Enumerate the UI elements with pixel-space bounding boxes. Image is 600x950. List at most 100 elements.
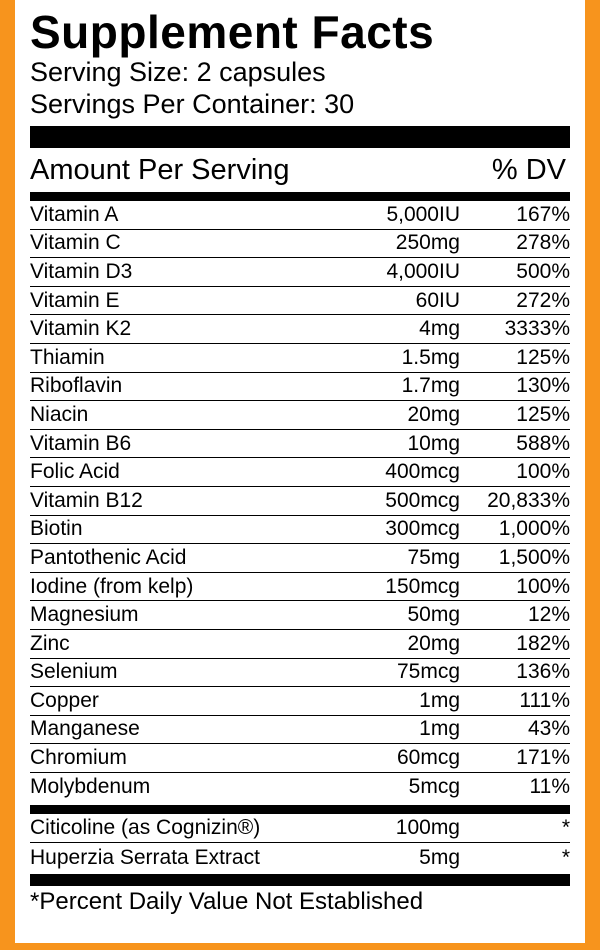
nutrient-name: Iodine (from kelp) [30,574,194,598]
nutrient-dv: 171% [516,746,570,770]
nutrient-name: Manganese [30,717,140,741]
nutrient-dv: 182% [516,631,570,655]
nutrient-dv: 125% [516,402,570,426]
nutrient-name: Niacin [30,402,89,426]
nutrient-row: Molybdenum 5mcg 11% [30,773,570,802]
nutrient-dv: 136% [516,660,570,684]
nutrient-name: Chromium [30,746,127,770]
nutrient-amount: 75mcg [396,660,460,684]
ingredient-row: Citicoline (as Cognizin®) 100mg * [30,814,570,844]
nutrient-name: Vitamin B6 [30,431,132,455]
other-ingredient-list: Citicoline (as Cognizin®) 100mg * Huperzia … [30,814,570,872]
nutrient-dv: 588% [516,431,570,455]
nutrient-amount: 75mg [407,545,460,569]
column-header: Amount Per Serving % DV [30,148,570,201]
nutrient-dv: 130% [516,374,570,398]
nutrient-name: Pantothenic Acid [30,545,187,569]
nutrient-amount: 60IU [415,288,460,312]
nutrient-row: Vitamin C 250mg 278% [30,230,570,259]
nutrient-row: Copper 1mg 111% [30,687,570,716]
bottom-divider [30,874,570,887]
nutrient-name: Zinc [30,631,70,655]
nutrient-row: Niacin 20mg 125% [30,401,570,430]
nutrient-row: Biotin 300mcg 1,000% [30,516,570,545]
nutrient-dv: 100% [516,574,570,598]
nutrient-amount: 50mg [407,603,460,627]
label-title: Supplement Facts [30,6,435,58]
nutrient-name: Huperzia Serrata Extract [30,845,260,869]
nutrient-name: Magnesium [30,603,139,627]
nutrient-row: Vitamin E 60IU 272% [30,287,570,316]
nutrient-row: Iodine (from kelp) 150mcg 100% [30,573,570,602]
nutrient-amount: 150mcg [385,574,460,598]
footnote: *Percent Daily Value Not Established [30,888,424,916]
nutrient-dv: 1,000% [498,517,570,541]
nutrient-list: Vitamin A 5,000IU 167% Vitamin C 250mg 278% Vi… [30,201,570,801]
nutrient-dv: * [561,845,570,869]
nutrient-dv: 43% [527,717,570,741]
nutrient-dv: 278% [516,231,570,255]
nutrient-amount: 1.7mg [401,374,460,398]
nutrient-amount: 60mcg [396,746,460,770]
amount-per-serving-header: Amount Per Serving [30,153,290,186]
nutrient-name: Biotin [30,517,83,541]
nutrient-row: Zinc 20mg 182% [30,630,570,659]
nutrient-name: Molybdenum [30,775,151,799]
nutrient-name: Vitamin A [30,202,119,226]
nutrient-amount: 4,000IU [386,259,460,283]
nutrient-name: Riboflavin [30,374,123,398]
nutrient-dv: 1,500% [498,545,570,569]
nutrient-name: Thiamin [30,345,105,369]
nutrient-amount: 5mcg [408,775,460,799]
thick-divider [30,126,570,148]
nutrient-amount: 10mg [407,431,460,455]
mid-divider [30,805,570,815]
nutrient-name: Citicoline (as Cognizin®) [30,816,261,840]
nutrient-dv: 272% [516,288,570,312]
servings-per-container: Servings Per Container: 30 [30,89,355,119]
nutrient-dv: 3333% [504,317,570,341]
nutrient-amount: 500mcg [385,488,460,512]
nutrient-dv: 125% [516,345,570,369]
nutrient-amount: 5,000IU [386,202,460,226]
nutrient-row: Folic Acid 400mcg 100% [30,458,570,487]
daily-value-header: % DV [491,153,566,186]
nutrient-amount: 5mg [419,845,460,869]
nutrient-dv: 100% [516,460,570,484]
nutrient-name: Vitamin E [30,288,120,312]
nutrient-name: Selenium [30,660,118,684]
nutrient-amount: 1mg [419,688,460,712]
nutrient-row: Pantothenic Acid 75mg 1,500% [30,544,570,573]
nutrient-dv: 11% [529,775,570,799]
nutrient-name: Copper [30,688,99,712]
nutrient-name: Vitamin B12 [30,488,143,512]
nutrient-row: Vitamin D3 4,000IU 500% [30,258,570,287]
serving-size: Serving Size: 2 capsules [30,57,326,87]
nutrient-dv: 167% [516,202,570,226]
nutrient-row: Magnesium 50mg 12% [30,601,570,630]
nutrient-amount: 20mg [407,631,460,655]
nutrient-row: Chromium 60mcg 171% [30,744,570,773]
nutrient-amount: 300mcg [385,517,460,541]
nutrient-dv: 12% [527,603,570,627]
nutrient-amount: 1mg [419,717,460,741]
nutrient-row: Riboflavin 1.7mg 130% [30,373,570,402]
nutrient-dv: 20,833% [487,488,570,512]
nutrient-dv: 111% [519,688,570,712]
supplement-facts-panel: Supplement Facts Serving Size: 2 capsule… [15,0,585,943]
nutrient-name: Folic Acid [30,460,120,484]
nutrient-row: Vitamin B12 500mcg 20,833% [30,487,570,516]
ingredient-row: Huperzia Serrata Extract 5mg * [30,843,570,872]
nutrient-amount: 4mg [419,317,460,341]
nutrient-row: Selenium 75mcg 136% [30,659,570,688]
nutrient-name: Vitamin K2 [30,317,132,341]
nutrient-amount: 400mcg [385,460,460,484]
nutrient-dv: 500% [516,259,570,283]
nutrient-amount: 1.5mg [401,345,460,369]
nutrient-row: Vitamin A 5,000IU 167% [30,201,570,230]
nutrient-row: Vitamin K2 4mg 3333% [30,315,570,344]
nutrient-row: Thiamin 1.5mg 125% [30,344,570,373]
nutrient-dv: * [561,816,570,840]
nutrient-name: Vitamin C [30,231,121,255]
nutrient-amount: 20mg [407,402,460,426]
